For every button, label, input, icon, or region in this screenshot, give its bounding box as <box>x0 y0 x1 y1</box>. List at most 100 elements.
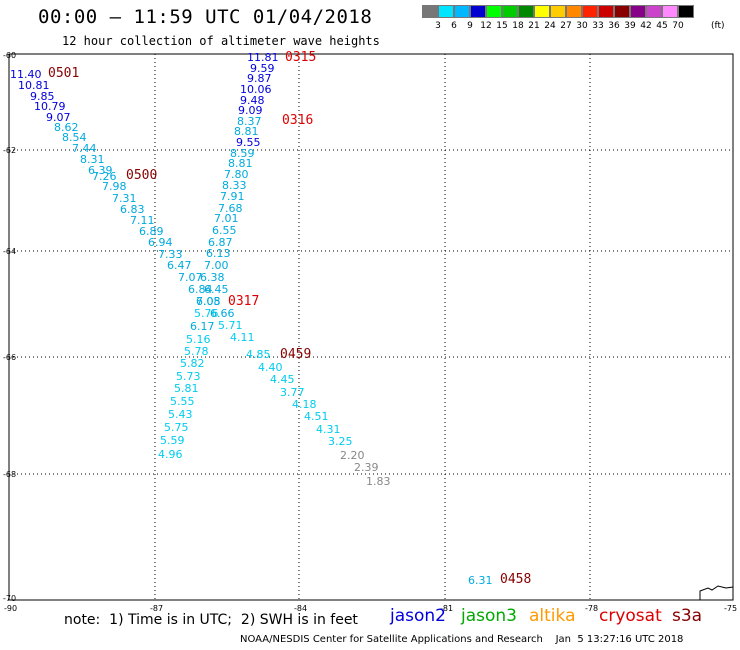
wave-height-value: 11.40 <box>10 68 42 81</box>
wave-height-value: 9.87 <box>247 72 272 85</box>
wave-height-value: 4.18 <box>292 398 317 411</box>
wave-height-value: 10.81 <box>18 79 50 92</box>
wave-height-value: 8.59 <box>230 147 255 160</box>
wave-height-value: 9.09 <box>238 104 263 117</box>
wave-height-value: 6.89 <box>139 225 164 238</box>
color-scale-label: 21 <box>528 21 540 31</box>
map-border <box>8 53 734 601</box>
color-scale-label: 45 <box>656 21 668 31</box>
wave-height-value: 8.37 <box>237 115 262 128</box>
wave-height-value: 11.81 <box>247 51 279 64</box>
color-swatch <box>566 5 582 18</box>
graticule <box>9 54 733 600</box>
wave-height-value: 2.39 <box>354 461 379 474</box>
color-swatch <box>550 5 566 18</box>
color-scale-label: 18 <box>512 21 524 31</box>
wave-height-value: 4.40 <box>258 361 283 374</box>
wave-height-value: 5.59 <box>160 434 185 447</box>
wave-height-value: 5.78 <box>184 345 209 358</box>
wave-height-value: 6.17 <box>190 320 215 333</box>
wave-height-value: 7.26 <box>92 170 117 183</box>
color-scale-labels: 3 6 9 12 15 18 21 24 27 30 33 36 39 42 45 70 <box>422 21 686 31</box>
credit-footer: NOAA/NESDIS Center for Satellite Applica… <box>240 634 684 645</box>
color-scale <box>422 5 694 18</box>
pass-time-label: 0501 <box>48 66 80 81</box>
lat-label: -60 <box>3 51 17 60</box>
color-swatch <box>646 5 662 18</box>
color-scale-label: 70 <box>672 21 684 31</box>
color-swatch <box>470 5 486 18</box>
color-scale-label: 27 <box>560 21 572 31</box>
wave-height-value: 6.66 <box>210 307 235 320</box>
legend-item-altika: altika <box>529 606 576 626</box>
color-scale-label: 3 <box>435 21 441 31</box>
wave-height-value: 9.07 <box>46 111 71 124</box>
wave-height-value: 7.80 <box>224 168 249 181</box>
color-swatch <box>422 5 438 18</box>
wave-height-value: 5.73 <box>176 370 201 383</box>
legend-item-cryosat: cryosat <box>599 606 662 626</box>
wave-height-value: 7.11 <box>130 214 155 227</box>
color-scale-label: 12 <box>480 21 492 31</box>
wave-height-value: 6.84 <box>188 283 213 296</box>
wave-height-value: 2.20 <box>340 449 365 462</box>
color-swatch <box>438 5 454 18</box>
pass-time-label: 0317 <box>228 294 260 309</box>
color-swatch <box>454 5 470 18</box>
lon-label: -84 <box>294 604 308 613</box>
color-swatch <box>614 5 630 18</box>
lon-label: -78 <box>585 604 599 613</box>
wave-height-value: 7.05 <box>196 295 221 308</box>
color-scale-label: 9 <box>467 21 473 31</box>
wave-height-value: 6.94 <box>148 236 173 249</box>
wave-height-value: 9.85 <box>30 90 55 103</box>
wave-height-value: 1.83 <box>366 475 391 488</box>
wave-height-value: 10.79 <box>34 100 66 113</box>
pass-time-label: 0316 <box>282 113 314 128</box>
wave-height-value: 8.62 <box>54 121 79 134</box>
wave-height-value: 7.33 <box>158 248 183 261</box>
wave-height-value: 4.31 <box>316 423 341 436</box>
wave-height-value: 7.68 <box>218 202 243 215</box>
wave-height-value: 8.33 <box>222 179 247 192</box>
wave-height-value: 7.07 <box>178 271 203 284</box>
lon-label: -81 <box>440 604 454 613</box>
pass-time-label: 0315 <box>285 50 317 65</box>
lon-label: -87 <box>150 604 164 613</box>
color-scale-unit: (ft) <box>711 21 725 31</box>
wave-height-value: 4.96 <box>158 448 183 461</box>
wave-height-value: 6.47 <box>167 259 192 272</box>
color-swatch <box>678 5 694 18</box>
color-scale-label: 15 <box>496 21 508 31</box>
color-swatch <box>502 5 518 18</box>
wave-height-value: 8.31 <box>80 153 105 166</box>
color-swatch <box>598 5 614 18</box>
wave-height-value: 10.06 <box>240 83 272 96</box>
pass-time-label: 0458 <box>500 572 532 587</box>
wave-height-value: 5.82 <box>180 357 205 370</box>
wave-height-value: 7.91 <box>220 190 245 203</box>
lat-label: -66 <box>3 353 17 362</box>
lon-label: -90 <box>4 604 18 613</box>
wave-height-value: 6.08 <box>196 295 221 308</box>
pass-time-label: 0459 <box>280 347 312 362</box>
footnote: note: 1) Time is in UTC; 2) SWH is in fe… <box>64 612 358 628</box>
color-scale-label: 39 <box>624 21 636 31</box>
color-scale-label: 33 <box>592 21 604 31</box>
lat-label: -62 <box>3 146 17 155</box>
color-swatch <box>630 5 646 18</box>
wave-height-value: 6.38 <box>200 271 225 284</box>
wave-height-value: 5.76 <box>194 307 219 320</box>
wave-height-value: 9.59 <box>250 62 275 75</box>
color-scale-label: 6 <box>451 21 457 31</box>
wave-height-value: 8.54 <box>62 131 87 144</box>
wave-height-value: 5.75 <box>164 421 189 434</box>
map-title: 00:00 – 11:59 UTC 01/04/2018 <box>38 6 373 28</box>
wave-height-value: 7.01 <box>214 212 239 225</box>
wave-height-value: 6.55 <box>212 224 237 237</box>
lat-label: -64 <box>3 247 17 256</box>
lon-label: -75 <box>724 604 738 613</box>
color-swatch <box>534 5 550 18</box>
color-scale-label: 36 <box>608 21 620 31</box>
wave-height-value: 6.31 <box>468 574 493 587</box>
